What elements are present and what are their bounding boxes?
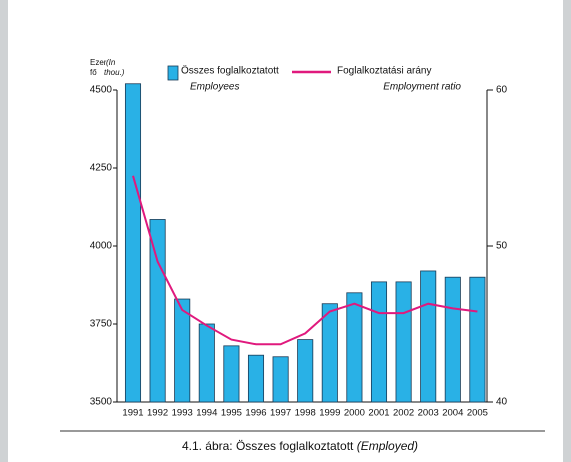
y-tick-label: 3500 (90, 397, 113, 408)
y-label: Ezer (90, 58, 107, 67)
bar (272, 356, 289, 403)
x-tick-label: 2001 (368, 408, 389, 419)
bar (174, 298, 191, 403)
bar (444, 276, 461, 403)
bar (124, 83, 142, 403)
x-tick-label: 2000 (344, 408, 365, 419)
bar (420, 270, 437, 403)
x-tick-label: 1998 (295, 408, 316, 419)
caption: 4.1. ábra: Összes foglalkoztatott (Emplo… (182, 439, 418, 453)
legend-swatch (167, 65, 179, 81)
y-label: thou.) (104, 68, 125, 77)
legend-label: Foglalkoztatási arány (337, 66, 432, 77)
x-tick-label: 1997 (270, 408, 291, 419)
y2-tick-label: 50 (496, 241, 508, 252)
bar (321, 303, 338, 403)
x-tick-label: 2004 (442, 408, 463, 419)
legend-label-en: Employees (190, 82, 239, 93)
x-tick-label: 1996 (245, 408, 266, 419)
caption-en: (Employed) (357, 439, 418, 453)
x-tick-label: 2005 (467, 408, 488, 419)
bar (247, 354, 265, 403)
legend-label: Összes foglalkoztatott (181, 65, 279, 77)
bar (149, 219, 166, 403)
x-tick-label: 1991 (122, 408, 143, 419)
y-tick-label: 4000 (90, 241, 113, 252)
bar (297, 339, 314, 403)
y-label: (In (106, 58, 116, 67)
line (132, 175, 478, 346)
y2-tick-label: 60 (496, 85, 508, 96)
y-label: fő (90, 68, 97, 77)
x-tick-label: 1994 (196, 408, 217, 419)
bar (469, 276, 486, 403)
bar (395, 281, 412, 403)
y-tick-label: 4250 (90, 163, 113, 174)
x-tick-label: 1992 (147, 408, 168, 419)
bar (223, 345, 240, 403)
x-tick-label: 2002 (393, 408, 414, 419)
x-tick-label: 1995 (221, 408, 242, 419)
x-tick-label: 1993 (172, 408, 193, 419)
caption-hu: 4.1. ábra: Összes foglalkoztatott (182, 439, 354, 453)
x-tick-label: 2003 (418, 408, 439, 419)
bar (198, 323, 215, 403)
y2-tick-label: 40 (496, 397, 508, 408)
bar (346, 292, 363, 403)
y-tick-label: 4500 (90, 85, 113, 96)
legend-label-en: Employment ratio (383, 82, 461, 93)
y-tick-label: 3750 (90, 319, 113, 330)
bar (370, 281, 388, 403)
x-tick-label: 1999 (319, 408, 340, 419)
